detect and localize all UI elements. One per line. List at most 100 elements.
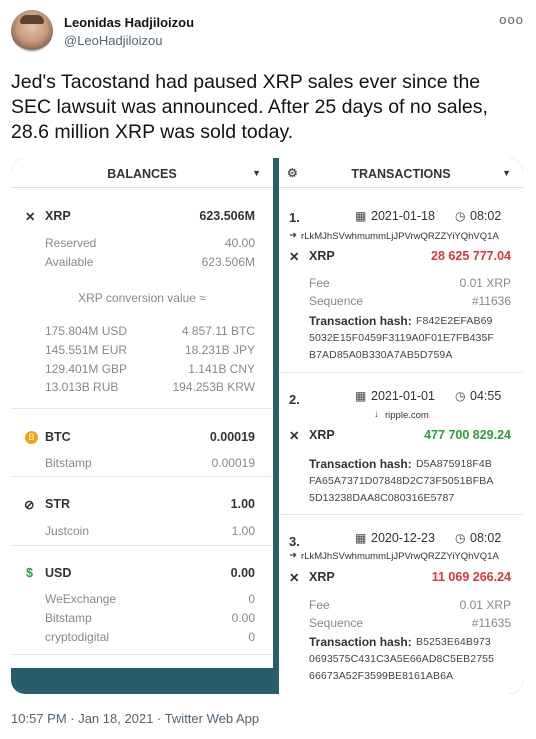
author-handle[interactable]: @LeoHadjiloizou <box>64 33 163 48</box>
hash-value[interactable]: F842E2EFAB69 <box>416 315 493 327</box>
clock-icon: ◷ <box>455 209 466 223</box>
reserved-value: 40.00 <box>224 236 255 250</box>
tx-date: 2020-12-23 <box>371 531 435 545</box>
conv-gbp: 129.401M GBP <box>45 362 128 376</box>
clock-icon: ◷ <box>455 531 466 545</box>
usd-source-label: Bitstamp <box>45 611 92 625</box>
btc-source-label: Bitstamp <box>45 456 92 470</box>
tx-time: 08:02 <box>470 209 502 223</box>
usd-source-value: 0 <box>248 630 255 644</box>
str-total: 1.00 <box>230 497 255 511</box>
divider <box>11 476 273 477</box>
arrow-out-icon: ➜ <box>289 230 297 241</box>
available-label: Available <box>45 255 94 269</box>
xrp-code: XRP <box>45 209 71 223</box>
fee-value: 0.01 XRP <box>459 598 511 612</box>
conv-cny: 1.141B CNY <box>188 362 255 376</box>
xrp-icon: ✕ <box>289 571 300 585</box>
balances-title: BALANCES <box>107 167 177 181</box>
fee-label: Fee <box>309 598 330 612</box>
author-name[interactable]: Leonidas Hadjiloizou <box>64 15 195 30</box>
hash-value[interactable]: 5D13238DAA8C080316E5787 <box>309 492 455 504</box>
transactions-panel: ⚙ TRANSACTIONS ▼ 1. ▦ 2021-01-18 ◷ 08:02… <box>279 158 523 694</box>
btc-total: 0.00019 <box>209 430 255 444</box>
xrp-icon: ✕ <box>289 250 300 264</box>
available-value: 623.506M <box>201 255 255 269</box>
sequence-label: Sequence <box>309 294 364 308</box>
dollar-icon: $ <box>26 566 33 580</box>
btc-code: BTC <box>45 430 71 444</box>
sequence-value: #11636 <box>471 294 511 308</box>
reserved-label: Reserved <box>45 236 97 250</box>
tx-address[interactable]: rLkMJhSVwhmummLjJPVrwQRZZYiYQhVQ1A <box>301 551 499 562</box>
more-options-icon[interactable]: ooo <box>499 12 524 27</box>
xrp-icon: ✕ <box>289 429 300 443</box>
tx-date: 2021-01-01 <box>371 389 435 403</box>
tx-index: 1. <box>289 210 300 225</box>
usd-source-value: 0 <box>248 592 255 606</box>
btc-icon: B <box>25 429 38 447</box>
btc-source-value: 0.00019 <box>211 456 255 470</box>
hash-value[interactable]: 0693575C431C3A5E66AD8C5EB2755 <box>309 653 495 665</box>
calendar-icon: ▦ <box>355 209 367 223</box>
gear-icon[interactable]: ⚙ <box>287 166 298 180</box>
transactions-title: TRANSACTIONS <box>351 167 451 181</box>
hash-label: Transaction hash: <box>309 457 412 471</box>
conv-jpy: 18.231B JPY <box>184 343 255 357</box>
usd-source-value: 0.00 <box>231 611 255 625</box>
chevron-down-icon[interactable]: ▼ <box>252 168 261 178</box>
divider <box>11 654 273 655</box>
hash-label: Transaction hash: <box>309 314 412 328</box>
conv-usd: 175.804M USD <box>45 324 128 338</box>
conv-eur: 145.551M EUR <box>45 343 128 357</box>
usd-code: USD <box>45 566 72 580</box>
tx-index: 3. <box>289 534 300 549</box>
balances-header[interactable]: BALANCES ▼ <box>11 158 273 188</box>
hash-value[interactable]: D5A875918F4B <box>416 458 492 470</box>
hash-value[interactable]: B5253E64B973 <box>416 636 491 648</box>
usd-source-label: WeExchange <box>45 592 117 606</box>
hash-value[interactable]: B7AD85A0B330A7AB5D759A <box>309 349 453 361</box>
tweet-text: Jed's Tacostand had paused XRP sales eve… <box>11 71 488 143</box>
hash-value[interactable]: 66673A52F3599BE8161AB6A <box>309 670 454 682</box>
tx-time: 08:02 <box>470 531 502 545</box>
clock-icon: ◷ <box>455 389 466 403</box>
conv-krw: 194.253B KRW <box>172 380 256 394</box>
usd-source-label: cryptodigital <box>45 630 110 644</box>
divider <box>279 514 523 515</box>
tx-index: 2. <box>289 392 300 407</box>
hash-label: Transaction hash: <box>309 635 412 649</box>
str-code: STR <box>45 497 70 511</box>
sequence-label: Sequence <box>309 616 364 630</box>
tx-source[interactable]: ripple.com <box>385 410 429 421</box>
conversion-label: XRP conversion value ≈ <box>78 291 206 305</box>
tx-address[interactable]: rLkMJhSVwhmummLjJPVrwQRZZYiYQhVQ1A <box>301 231 499 242</box>
calendar-icon: ▦ <box>355 531 367 545</box>
attached-image[interactable]: BALANCES ▼ ✕ XRP 623.506M Reserved 40.00… <box>11 158 523 694</box>
arrow-out-icon: ➜ <box>289 550 297 561</box>
tweet-timestamp[interactable]: 10:57 PM · Jan 18, 2021 · Twitter Web Ap… <box>11 711 260 726</box>
avatar[interactable] <box>11 10 53 52</box>
balances-panel: BALANCES ▼ ✕ XRP 623.506M Reserved 40.00… <box>11 158 273 668</box>
tx-code: XRP <box>309 570 335 584</box>
divider <box>279 372 523 373</box>
tx-date: 2021-01-18 <box>371 209 435 223</box>
hash-value[interactable]: 5032E15F0459F3119A0F01E7FB435F <box>309 332 494 344</box>
xrp-total: 623.506M <box>199 209 255 223</box>
stellar-icon: ⊘ <box>24 498 35 512</box>
usd-total: 0.00 <box>230 566 255 580</box>
hash-value[interactable]: FA65A7371D07848D2C73F5051BFBA <box>309 475 494 487</box>
fee-value: 0.01 XRP <box>459 276 511 290</box>
divider <box>11 408 273 409</box>
tx-amount: 477 700 829.24 <box>424 428 511 442</box>
tx-code: XRP <box>309 249 335 263</box>
tx-time: 04:55 <box>470 389 502 403</box>
conv-rub: 13.013B RUB <box>45 380 119 394</box>
transactions-header[interactable]: ⚙ TRANSACTIONS ▼ <box>279 158 523 188</box>
str-source-value: 1.00 <box>231 524 255 538</box>
calendar-icon: ▦ <box>355 389 367 403</box>
chevron-down-icon[interactable]: ▼ <box>502 168 511 178</box>
str-source-label: Justcoin <box>45 524 90 538</box>
xrp-icon: ✕ <box>25 210 36 224</box>
